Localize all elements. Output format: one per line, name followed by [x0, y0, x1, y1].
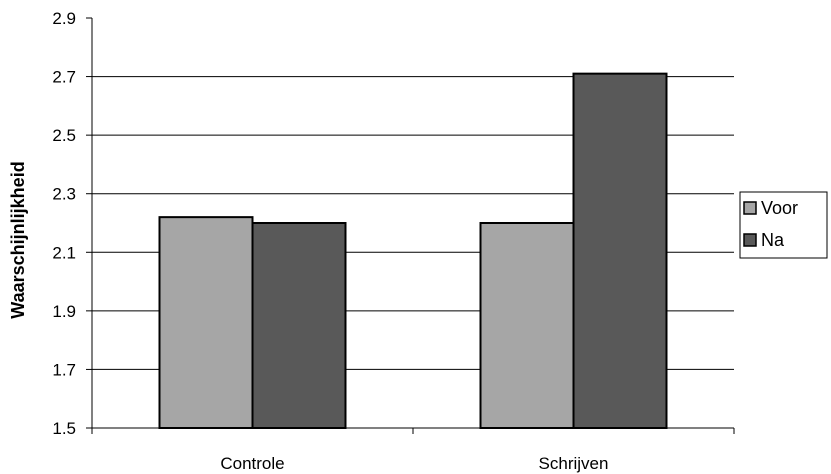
- legend-box: [739, 191, 828, 259]
- bar-voor-schrijven: [479, 222, 575, 429]
- y-axis-label: Waarschijnlijkheid: [8, 161, 28, 318]
- legend: Voor Na: [739, 191, 828, 259]
- bar-na-controle: [251, 222, 347, 429]
- bar-na-schrijven: [572, 72, 668, 430]
- y-tick-labels: 1.5 1.7 1.9 2.1 2.3 2.5 2.7 2.9: [52, 9, 92, 438]
- legend-swatch-na: [743, 233, 757, 247]
- y-tick-label: 1.5: [52, 419, 76, 438]
- y-tick-label: 2.3: [52, 185, 76, 204]
- y-tick-label: 2.7: [52, 68, 76, 87]
- y-tick-label: 2.1: [52, 243, 76, 262]
- x-tick-label: Controle: [220, 454, 284, 473]
- bars: [158, 72, 668, 430]
- legend-swatch-voor: [743, 201, 757, 215]
- y-tick-label: 1.7: [52, 360, 76, 379]
- bar-voor-controle: [158, 216, 254, 429]
- y-tick-label: 2.5: [52, 126, 76, 145]
- x-tick-label: Schrijven: [539, 454, 609, 473]
- x-tick-labels: Controle Schrijven: [220, 454, 608, 473]
- legend-label-na: Na: [761, 230, 785, 250]
- legend-label-voor: Voor: [761, 198, 798, 218]
- axes: [91, 18, 735, 434]
- y-tick-label: 1.9: [52, 302, 76, 321]
- y-tick-label: 2.9: [52, 9, 76, 28]
